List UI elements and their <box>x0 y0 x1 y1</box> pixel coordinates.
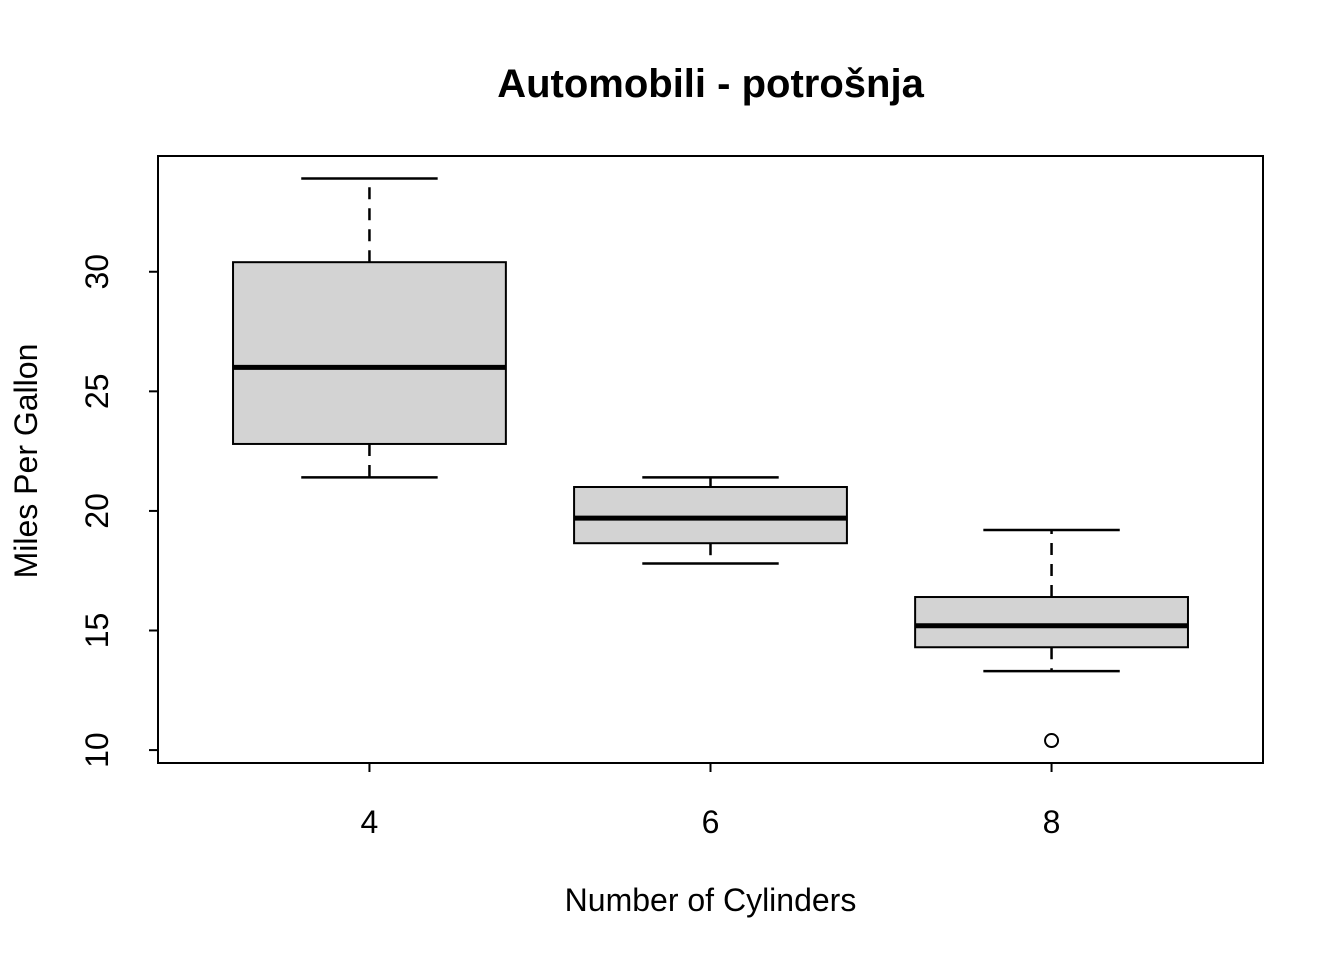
x-tick-label-4: 4 <box>361 804 379 840</box>
y-tick-label-10: 10 <box>79 732 115 768</box>
outlier-8-0 <box>1044 733 1060 749</box>
x-axis-title: Number of Cylinders <box>564 882 857 918</box>
x-tick-label-6: 6 <box>702 804 720 840</box>
y-tick-label-25: 25 <box>79 374 115 410</box>
x-tick-label-8: 8 <box>1043 804 1061 840</box>
box-8 <box>914 596 1189 649</box>
y-tick-label-30: 30 <box>79 254 115 290</box>
y-tick-label-20: 20 <box>79 493 115 529</box>
box-4 <box>232 261 507 445</box>
y-tick-label-15: 15 <box>79 613 115 649</box>
box-6 <box>573 486 848 545</box>
chart-title: Automobili - potrošnja <box>497 62 924 106</box>
